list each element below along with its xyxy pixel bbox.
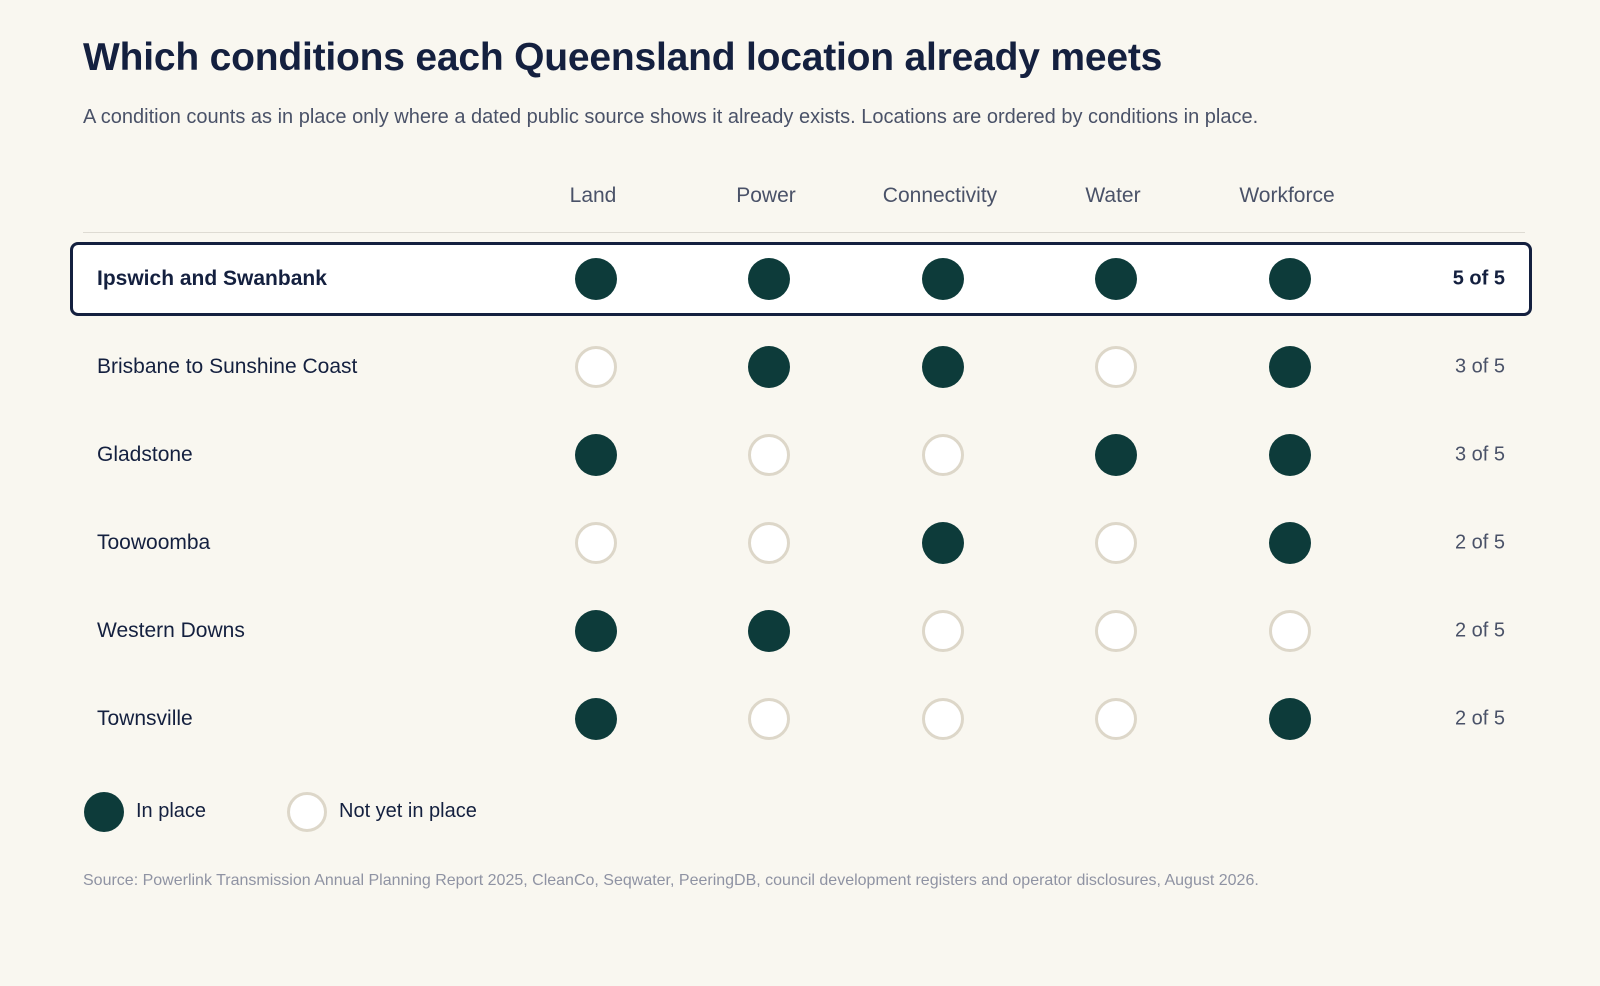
conditions-count: 2 of 5: [1454, 619, 1505, 642]
legend-not-in-place-label: Not yet in place: [339, 800, 477, 822]
conditions-count: 2 of 5: [1454, 531, 1505, 554]
header-divider: [83, 232, 1525, 233]
in-place-dot-power: [748, 610, 790, 652]
not-in-place-dot-land: [575, 346, 617, 388]
not-in-place-dot-water: [1095, 698, 1137, 740]
in-place-dot-workforce: [1269, 258, 1311, 300]
in-place-dot-land: [575, 434, 617, 476]
conditions-count: 5 of 5: [1452, 267, 1505, 290]
in-place-dot-land: [575, 258, 617, 300]
chart-subtitle: A condition counts as in place only wher…: [83, 106, 1259, 128]
not-in-place-dot-connectivity: [922, 434, 964, 476]
column-header-water: Water: [1085, 184, 1141, 207]
in-place-dot-workforce: [1269, 346, 1311, 388]
conditions-count: 2 of 5: [1454, 707, 1505, 730]
table-row: Toowoomba 2 of 5: [70, 506, 1532, 580]
conditions-count: 3 of 5: [1454, 355, 1505, 378]
in-place-dot-water: [1095, 258, 1137, 300]
table-row: Brisbane to Sunshine Coast 3 of 5: [70, 330, 1532, 404]
not-in-place-dot-workforce: [1269, 610, 1311, 652]
not-in-place-dot-water: [1095, 522, 1137, 564]
not-in-place-dot-power: [748, 434, 790, 476]
not-in-place-dot-connectivity: [922, 698, 964, 740]
in-place-dot-land: [575, 698, 617, 740]
chart-title: Which conditions each Queensland locatio…: [83, 36, 1163, 79]
column-header-connectivity: Connectivity: [882, 184, 998, 207]
column-header-power: Power: [736, 184, 796, 207]
in-place-dot-connectivity: [922, 258, 964, 300]
not-in-place-dot-water: [1095, 610, 1137, 652]
in-place-dot-icon: [84, 792, 124, 832]
location-label: Western Downs: [97, 619, 245, 642]
table-row: Ipswich and Swanbank 5 of 5: [70, 242, 1532, 316]
legend-in-place-label: In place: [136, 800, 207, 822]
source-note: Source: Powerlink Transmission Annual Pl…: [83, 872, 1259, 889]
conditions-count: 3 of 5: [1454, 443, 1505, 466]
not-in-place-dot-power: [748, 522, 790, 564]
in-place-dot-workforce: [1269, 698, 1311, 740]
location-label: Ipswich and Swanbank: [97, 267, 327, 290]
in-place-dot-connectivity: [922, 346, 964, 388]
location-label: Brisbane to Sunshine Coast: [97, 355, 358, 378]
not-in-place-dot-connectivity: [922, 610, 964, 652]
column-header-land: Land: [569, 184, 617, 207]
not-in-place-dot-icon: [287, 792, 327, 832]
table-row: Western Downs 2 of 5: [70, 594, 1532, 668]
table-row: Gladstone 3 of 5: [70, 418, 1532, 492]
in-place-dot-workforce: [1269, 522, 1311, 564]
in-place-dot-power: [748, 346, 790, 388]
table-row: Townsville 2 of 5: [70, 682, 1532, 756]
not-in-place-dot-water: [1095, 346, 1137, 388]
in-place-dot-connectivity: [922, 522, 964, 564]
not-in-place-dot-power: [748, 698, 790, 740]
not-in-place-dot-land: [575, 522, 617, 564]
in-place-dot-land: [575, 610, 617, 652]
in-place-dot-workforce: [1269, 434, 1311, 476]
location-label: Toowoomba: [97, 531, 211, 554]
in-place-dot-water: [1095, 434, 1137, 476]
location-label: Gladstone: [97, 443, 193, 466]
location-label: Townsville: [97, 707, 193, 730]
column-header-workforce: Workforce: [1239, 184, 1335, 207]
in-place-dot-power: [748, 258, 790, 300]
